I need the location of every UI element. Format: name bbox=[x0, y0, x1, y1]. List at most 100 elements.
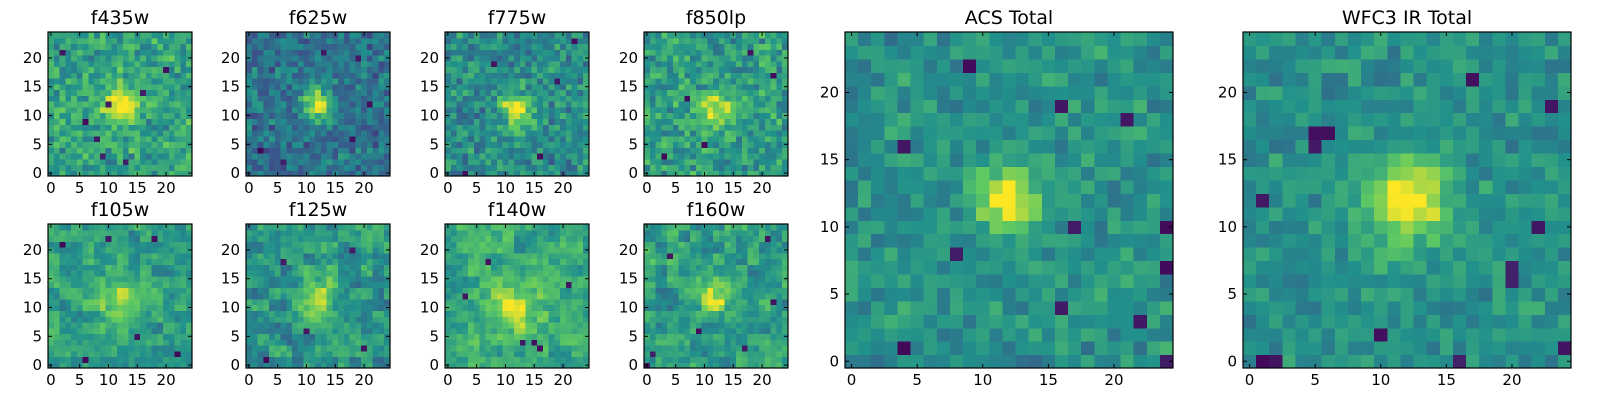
pixel-f140w-7-4 bbox=[485, 339, 492, 346]
pixel-f125w-12-4 bbox=[315, 339, 322, 346]
pixel-f625w-19-22 bbox=[355, 43, 362, 50]
pixel-f850lp-6-9 bbox=[678, 118, 685, 125]
pixel-f105w-9-2 bbox=[99, 350, 107, 358]
pixel-f160w-2-14 bbox=[655, 281, 662, 288]
pixel-f140w-7-1 bbox=[485, 356, 492, 363]
pixel-f775w-18-3 bbox=[548, 152, 556, 160]
pixel-f625w-4-20 bbox=[269, 55, 276, 62]
y-tick-label: 10 bbox=[420, 107, 439, 125]
pixel-f850lp-9-4 bbox=[695, 147, 703, 154]
pixel-f625w-9-15 bbox=[297, 83, 305, 91]
pixel-f125w-9-9 bbox=[297, 310, 305, 317]
pixel-f850lp-9-18 bbox=[695, 66, 703, 73]
pixel-f775w-19-22 bbox=[554, 43, 561, 50]
pixel-f850lp-20-9 bbox=[759, 118, 766, 125]
pixel-f775w-13-10 bbox=[519, 112, 527, 119]
pixel-f160w-4-11 bbox=[667, 298, 674, 306]
pixel-f775w-7-17 bbox=[485, 72, 492, 79]
pixel-f140w-8-16 bbox=[491, 270, 498, 277]
pixel-f435w-7-16 bbox=[88, 78, 95, 85]
pixel-f850lp-13-5 bbox=[718, 141, 726, 148]
pixel-f435w-11-3 bbox=[111, 152, 118, 160]
pixel-f775w-1-0 bbox=[450, 170, 458, 177]
pixel-f775w-21-5 bbox=[565, 141, 573, 148]
pixel-f625w-10-4 bbox=[303, 147, 310, 154]
pixel-f140w-8-20 bbox=[491, 247, 498, 254]
pixel-f105w-3-14 bbox=[65, 281, 72, 288]
pixel-f775w-10-9 bbox=[502, 118, 509, 125]
pixel-f160w-20-1 bbox=[759, 356, 766, 363]
pixel-f435w-23-5 bbox=[180, 141, 187, 148]
pixel-f160w-21-0 bbox=[764, 362, 772, 369]
pixel-f125w-16-1 bbox=[338, 356, 345, 363]
pixel-f850lp-3-23 bbox=[661, 37, 668, 45]
pixel-f125w-12-21 bbox=[315, 241, 322, 248]
pixel-f435w-13-24 bbox=[122, 32, 130, 39]
pixel-f125w-7-8 bbox=[286, 316, 293, 323]
pixel-f140w-0-16 bbox=[445, 270, 452, 277]
pixel-f435w-11-14 bbox=[111, 89, 118, 96]
pixel-f435w-19-2 bbox=[157, 158, 164, 166]
pixel-f125w-5-13 bbox=[274, 287, 282, 294]
pixel-f160w-23-10 bbox=[776, 304, 783, 311]
pixel-f105w-7-17 bbox=[88, 264, 95, 271]
pixel-f160w-12-6 bbox=[713, 327, 720, 335]
pixel-f105w-3-2 bbox=[65, 350, 72, 358]
pixel-f625w-17-13 bbox=[343, 95, 351, 102]
pixel-f140w-15-14 bbox=[531, 281, 538, 288]
pixel-f435w-10-21 bbox=[105, 49, 112, 56]
pixel-f850lp-0-14 bbox=[644, 89, 651, 96]
pixel-f140w-12-6 bbox=[514, 327, 521, 335]
x-tick-label: 5 bbox=[273, 179, 283, 197]
pixel-f850lp-4-4 bbox=[667, 147, 674, 154]
pixel-f140w-5-3 bbox=[473, 344, 481, 352]
pixel-f775w-15-13 bbox=[531, 95, 538, 102]
pixel-f625w-23-8 bbox=[378, 124, 385, 131]
pixel-f140w-17-3 bbox=[542, 344, 550, 352]
pixel-f125w-9-22 bbox=[297, 235, 305, 242]
pixel-f125w-3-12 bbox=[263, 293, 270, 300]
pixel-f435w-4-23 bbox=[71, 37, 78, 45]
pixel-f125w-3-23 bbox=[263, 229, 270, 237]
pixel-f125w-20-17 bbox=[361, 264, 368, 271]
pixel-f435w-6-24 bbox=[82, 32, 89, 39]
pixel-f850lp-16-11 bbox=[736, 106, 743, 114]
pixel-f125w-9-19 bbox=[297, 252, 305, 260]
pixel-f105w-21-12 bbox=[168, 293, 176, 300]
pixel-f625w-1-15 bbox=[251, 83, 259, 91]
pixel-f775w-23-15 bbox=[577, 83, 584, 91]
pixel-f140w-13-15 bbox=[519, 275, 527, 283]
pixel-f775w-13-2 bbox=[519, 158, 527, 166]
pixel-f775w-12-14 bbox=[514, 89, 521, 96]
pixel-f625w-23-3 bbox=[378, 152, 385, 160]
pixel-f850lp-11-0 bbox=[707, 170, 714, 177]
pixel-f105w-12-6 bbox=[117, 327, 124, 335]
pixel-f625w-18-11 bbox=[349, 106, 357, 114]
pixel-f105w-5-6 bbox=[76, 327, 84, 335]
pixel-f850lp-5-14 bbox=[672, 89, 680, 96]
pixel-f160w-0-7 bbox=[644, 321, 651, 329]
pixel-f140w-9-16 bbox=[496, 270, 504, 277]
pixel-f435w-13-3 bbox=[122, 152, 130, 160]
pixel-f850lp-11-13 bbox=[707, 95, 714, 102]
pixel-f160w-15-14 bbox=[730, 281, 737, 288]
pixel-f140w-16-12 bbox=[537, 293, 544, 300]
pixel-f850lp-2-9 bbox=[655, 118, 662, 125]
pixel-f775w-2-7 bbox=[456, 129, 463, 137]
pixel-f850lp-12-7 bbox=[713, 129, 720, 137]
pixel-f625w-22-5 bbox=[372, 141, 380, 148]
pixel-f435w-21-19 bbox=[168, 60, 176, 68]
pixel-f105w-2-18 bbox=[59, 258, 66, 265]
pixel-f850lp-16-9 bbox=[736, 118, 743, 125]
pixel-f775w-22-12 bbox=[571, 101, 579, 108]
pixel-f105w-20-23 bbox=[163, 229, 170, 237]
pixel-f625w-6-1 bbox=[280, 164, 287, 171]
pixel-f105w-23-2 bbox=[180, 350, 187, 358]
pixel-f105w-0-8 bbox=[48, 316, 55, 323]
pixel-f140w-12-14 bbox=[514, 281, 521, 288]
pixel-f435w-20-1 bbox=[163, 164, 170, 171]
pixel-f435w-16-11 bbox=[140, 106, 147, 114]
pixel-f105w-10-23 bbox=[105, 229, 112, 237]
pixel-f160w-15-10 bbox=[730, 304, 737, 311]
pixel-f775w-24-4 bbox=[583, 147, 590, 154]
